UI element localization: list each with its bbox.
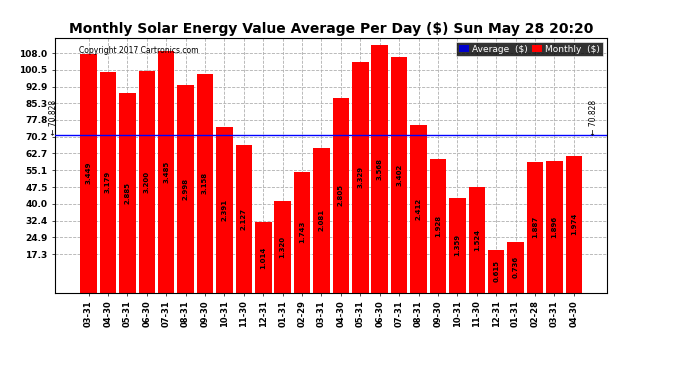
Text: 3.449: 3.449 [86,162,92,184]
Text: 1.320: 1.320 [279,236,286,258]
Text: 2.998: 2.998 [183,178,188,200]
Text: 3.329: 3.329 [357,166,364,188]
Bar [80,54,97,292]
Bar [391,57,407,292]
Bar [488,250,504,292]
Bar [526,162,543,292]
Bar [507,242,524,292]
Text: 3.568: 3.568 [377,158,383,180]
Bar [255,222,271,292]
Bar [275,201,291,292]
Text: 2.081: 2.081 [319,209,324,231]
Bar [546,161,563,292]
Bar [449,198,466,292]
Text: 2.127: 2.127 [241,208,247,230]
Text: 2.885: 2.885 [124,182,130,204]
Text: 2.412: 2.412 [415,198,422,220]
Bar [566,156,582,292]
Bar [411,125,427,292]
Legend: Average  ($), Monthly  ($): Average ($), Monthly ($) [456,42,602,56]
Text: 3.402: 3.402 [396,164,402,186]
Bar [294,172,310,292]
Title: Monthly Solar Energy Value Average Per Day ($) Sun May 28 20:20: Monthly Solar Energy Value Average Per D… [69,22,593,36]
Bar [119,93,136,292]
Bar [99,72,116,292]
Text: Copyright 2017 Cartronics.com: Copyright 2017 Cartronics.com [79,46,198,56]
Bar [469,187,485,292]
Text: ← 70.828: ← 70.828 [49,100,58,135]
Text: 0.736: 0.736 [513,256,519,278]
Text: 1.974: 1.974 [571,213,577,235]
Text: 3.158: 3.158 [202,172,208,194]
Bar [158,51,175,292]
Bar [216,127,233,292]
Text: 1.887: 1.887 [532,216,538,238]
Bar [313,148,330,292]
Text: 3.179: 3.179 [105,171,111,194]
Text: 2.805: 2.805 [338,184,344,206]
Bar [371,45,388,292]
Bar [333,98,349,292]
Text: 3.485: 3.485 [164,160,169,183]
Text: 1.014: 1.014 [260,246,266,268]
Text: 3.200: 3.200 [144,171,150,193]
Text: 0.615: 0.615 [493,260,499,282]
Bar [177,85,194,292]
Bar [352,62,368,292]
Text: 1.524: 1.524 [474,229,480,251]
Text: 1.743: 1.743 [299,221,305,243]
Text: ← 70.828: ← 70.828 [589,100,598,135]
Bar [139,71,155,292]
Text: 1.928: 1.928 [435,214,441,237]
Bar [430,159,446,292]
Text: 1.896: 1.896 [551,216,558,238]
Bar [197,74,213,292]
Text: 1.359: 1.359 [455,234,460,256]
Text: 2.391: 2.391 [221,199,228,221]
Bar [235,145,252,292]
